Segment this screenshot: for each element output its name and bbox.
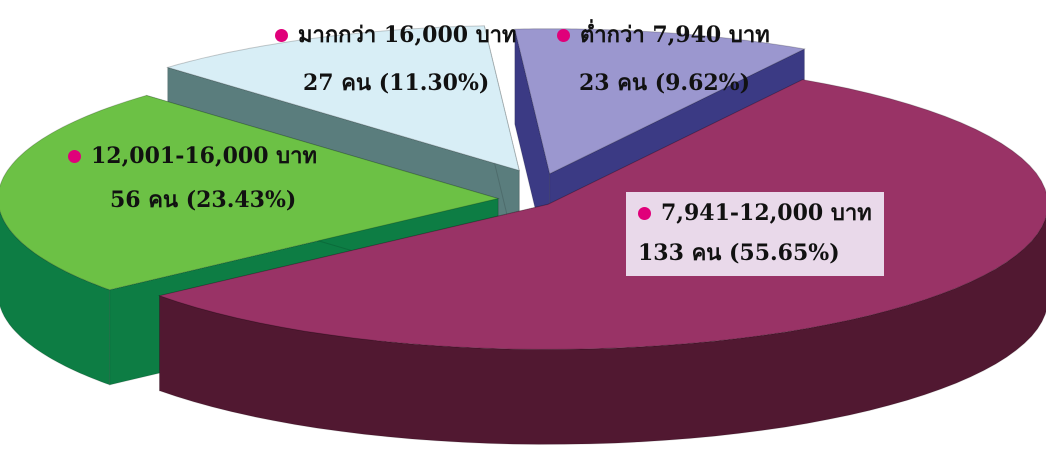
slice-top-face (165, 25, 520, 172)
slice-count-label: 56 คน (23.43%) (110, 187, 297, 213)
slice-label-12001-16000: 12,001-16,000 บาท 56 คน (23.43%) (68, 145, 317, 211)
slice-label-title: ต่ำกว่า 7,940 บาท (580, 22, 770, 48)
pie-slice-7941-12000 (157, 78, 1046, 445)
bullet-icon (68, 149, 81, 163)
slice-top-face (157, 79, 1046, 350)
slice-label-title: 12,001-16,000 บาท (91, 143, 318, 169)
bullet-icon (275, 28, 288, 42)
slice-count-label: 133 คน (55.65%) (638, 240, 840, 266)
slice-label-title: 7,941-12,000 บาท (661, 200, 872, 226)
slice-outer-wall (0, 209, 111, 386)
slice-count-label: 27 คน (11.30%) (303, 70, 490, 96)
slice-label-7941-12000: 7,941-12,000 บาท 133 คน (55.65%) (626, 192, 884, 276)
slice-top-face (0, 94, 501, 291)
slice-count-label: 23 คน (9.62%) (579, 70, 750, 96)
bullet-icon (557, 28, 570, 42)
slice-label-below-7940: ต่ำกว่า 7,940 บาท 23 คน (9.62%) (557, 24, 770, 94)
slice-label-above-16000: มากกว่า 16,000 บาท 27 คน (11.30%) (275, 24, 517, 94)
slice-label-title: มากกว่า 16,000 บาท (298, 22, 517, 48)
bullet-icon (638, 206, 651, 220)
